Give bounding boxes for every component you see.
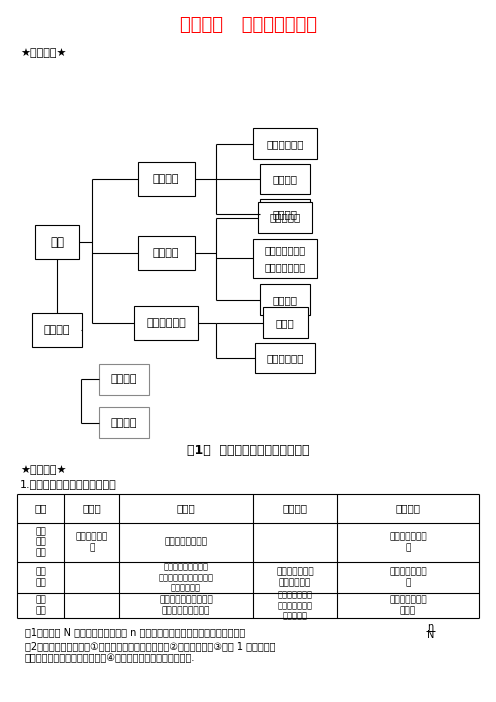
Text: 随机抽样: 随机抽样 [153, 174, 180, 184]
Text: 在各层抽样时采
用简单随机抽样
或系统抽样: 在各层抽样时采 用简单随机抽样 或系统抽样 [278, 590, 312, 621]
Text: 分层
抽样: 分层 抽样 [36, 596, 46, 615]
FancyBboxPatch shape [258, 202, 312, 233]
FancyBboxPatch shape [134, 306, 198, 340]
Text: 分层抽样: 分层抽样 [273, 209, 298, 219]
Text: 回归分析: 回归分析 [111, 418, 137, 428]
Text: 总体中个体比较
多: 总体中个体比较 多 [389, 568, 427, 587]
FancyBboxPatch shape [263, 307, 308, 338]
Text: 在起始部分采用
简单随机抽样: 在起始部分采用 简单随机抽样 [276, 568, 314, 587]
Text: 适用范围: 适用范围 [395, 503, 421, 513]
Text: 系统抽样: 系统抽样 [273, 174, 298, 184]
FancyBboxPatch shape [138, 162, 194, 196]
Text: 总体中个体比较
少: 总体中个体比较 少 [389, 533, 427, 552]
Text: 简单
随机
抽样: 简单 随机 抽样 [36, 527, 46, 557]
Text: 从总体中逐个抽取: 从总体中逐个抽取 [165, 538, 207, 547]
Text: 相互联系: 相互联系 [283, 503, 308, 513]
Text: 不同点: 不同点 [177, 503, 195, 513]
Text: 将总体均匀分成若干
部分；按事先确定的规则
在各部分抽取: 将总体均匀分成若干 部分；按事先确定的规则 在各部分抽取 [159, 562, 213, 592]
FancyBboxPatch shape [99, 407, 149, 438]
Text: 统计: 统计 [50, 236, 64, 249]
Text: 简单随机抽样: 简单随机抽样 [266, 139, 304, 149]
Text: 第十三章   统计与统计案例: 第十三章 统计与统计案例 [180, 15, 316, 34]
Text: N: N [427, 630, 434, 640]
Text: （1）从含有 N 个个体的总体中抽取 n 个个体的样本，每个个体被抽到的概率为: （1）从含有 N 个个体的总体中抽取 n 个个体的样本，每个个体被抽到的概率为 [25, 627, 245, 637]
Text: ★知识梳理★: ★知识梳理★ [20, 465, 66, 475]
Text: 第1讲  抽样方法和总体分布的估计: 第1讲 抽样方法和总体分布的估计 [187, 444, 309, 457]
FancyBboxPatch shape [253, 128, 317, 159]
FancyBboxPatch shape [35, 225, 79, 259]
Text: 都是等概率抽
样: 都是等概率抽 样 [75, 533, 108, 552]
Text: n: n [428, 622, 434, 632]
Text: 共同点: 共同点 [82, 503, 101, 513]
Text: 数字特征: 数字特征 [273, 295, 298, 305]
Text: 独立检验: 独立检验 [111, 374, 137, 384]
Text: 系统
抽样: 系统 抽样 [36, 568, 46, 587]
FancyBboxPatch shape [138, 236, 194, 270]
Text: ★知识网络★: ★知识网络★ [20, 48, 66, 58]
FancyBboxPatch shape [99, 364, 149, 395]
Text: 随机抽样确定起始的个体编号；④按照事先研究的规则抽取样本.: 随机抽样确定起始的个体编号；④按照事先研究的规则抽取样本. [25, 653, 195, 663]
FancyBboxPatch shape [260, 284, 310, 315]
Text: 频率分布直方图: 频率分布直方图 [265, 245, 306, 255]
Text: 频率分布表: 频率分布表 [269, 213, 301, 223]
Text: 1.三种抽样方法的联系与区别：: 1.三种抽样方法的联系与区别： [20, 479, 117, 489]
Text: 散点图: 散点图 [276, 318, 295, 328]
Text: 总体中个体有明
显差异: 总体中个体有明 显差异 [389, 596, 427, 615]
Text: 统计案例: 统计案例 [44, 325, 70, 335]
Text: 总体估计: 总体估计 [153, 248, 180, 258]
Text: 类别: 类别 [35, 503, 47, 513]
FancyBboxPatch shape [255, 343, 315, 373]
Text: 将总体分成若干层；按
个体个数的比例抽取: 将总体分成若干层；按 个体个数的比例抽取 [159, 596, 213, 615]
Text: 变量的相关性: 变量的相关性 [146, 318, 186, 328]
Text: 线性回归方程: 线性回归方程 [266, 353, 304, 363]
FancyBboxPatch shape [260, 199, 310, 230]
Text: 折线图与茎叶图: 折线图与茎叶图 [265, 262, 306, 272]
FancyBboxPatch shape [253, 239, 317, 277]
Text: （2）系统抽样的步骤：①将总体中的个体随机编号；②将编号分段；③在第 1 段中用简单: （2）系统抽样的步骤：①将总体中的个体随机编号；②将编号分段；③在第 1 段中用… [25, 641, 275, 651]
FancyBboxPatch shape [32, 313, 82, 347]
FancyBboxPatch shape [260, 164, 310, 194]
